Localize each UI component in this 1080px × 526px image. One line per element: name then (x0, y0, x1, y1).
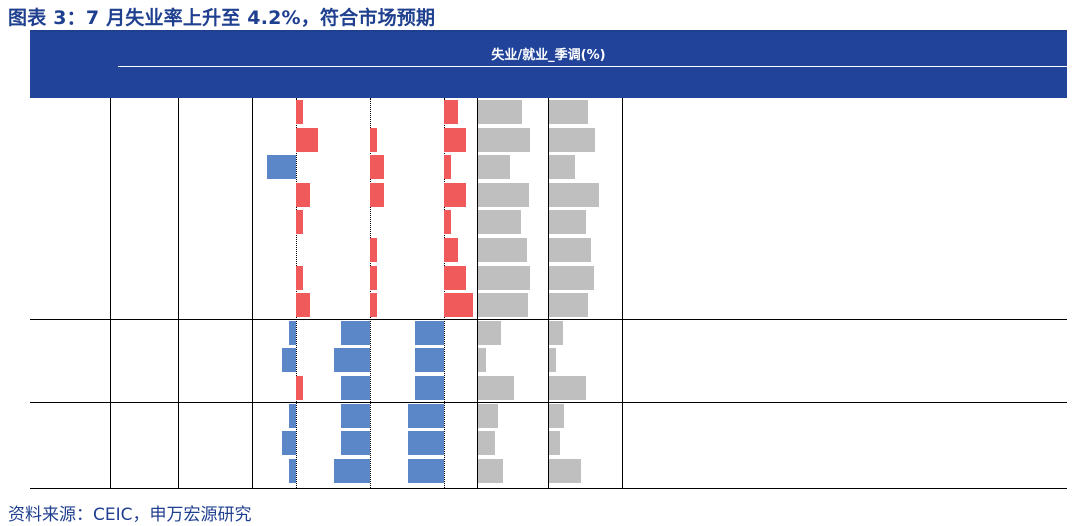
change-bar-m1 (288, 404, 296, 428)
percentile-bar-p10 (549, 431, 561, 455)
group-separator (30, 319, 1067, 320)
percentile-bar-p5 (478, 459, 503, 483)
header-group-title: 失业/就业_季调(%) (491, 48, 606, 63)
percentile-bar-p5 (478, 404, 499, 428)
change-bar-m6 (408, 431, 444, 455)
change-bar-m6 (415, 348, 444, 372)
change-bar-m1 (288, 321, 296, 345)
change-bar-m3 (341, 404, 370, 428)
group-separator (30, 402, 1067, 403)
change-bar-m1 (296, 128, 318, 152)
change-bar-m3 (370, 183, 385, 207)
percentile-bar-p10 (549, 348, 556, 372)
change-bar-m3 (370, 266, 378, 290)
change-bar-m6 (444, 128, 466, 152)
percentile-bar-p5 (478, 183, 529, 207)
percentile-bar-p10 (549, 100, 589, 124)
change-bar-m3 (341, 321, 370, 345)
change-bar-m6 (415, 376, 444, 400)
header-group-rule (118, 66, 1067, 67)
percentile-bar-p5 (478, 100, 522, 124)
change-bar-m6 (408, 459, 444, 483)
change-bar-m1 (267, 155, 296, 179)
change-bar-m1 (288, 459, 296, 483)
p10-divider (548, 98, 549, 488)
change-bar-m1 (296, 210, 304, 234)
change-bar-m3 (334, 348, 370, 372)
source-note: 资料来源：CEIC，申万宏源研究 (8, 505, 252, 525)
percentile-bar-p5 (478, 210, 521, 234)
percentile-bar-p5 (478, 376, 514, 400)
change-bar-m6 (415, 321, 444, 345)
change-bar-m1 (296, 376, 304, 400)
percentile-bar-p5 (478, 266, 531, 290)
percentile-bar-p10 (549, 266, 594, 290)
change-bar-m3 (341, 431, 370, 455)
change-bar-m3 (370, 238, 378, 262)
change-bar-m6 (444, 238, 459, 262)
title-rule (30, 30, 1067, 32)
percentile-bar-p5 (478, 431, 495, 455)
figure-title: 图表 3：7 月失业率上升至 4.2%，符合市场预期 (8, 7, 436, 29)
change-bar-m1 (296, 100, 304, 124)
p5-divider (477, 98, 478, 488)
change-bar-m6 (444, 155, 452, 179)
change-bar-m1 (281, 348, 296, 372)
change-bar-m1 (296, 266, 304, 290)
percentile-bar-p10 (549, 128, 595, 152)
table-header (30, 32, 1067, 98)
percentile-bar-p10 (549, 155, 575, 179)
change-bar-m1 (296, 293, 311, 317)
change-bar-m1 (296, 183, 311, 207)
percentile-bar-p10 (549, 238, 591, 262)
percentile-bar-p10 (549, 321, 564, 345)
percentile-bar-p5 (478, 348, 487, 372)
change-bar-m3 (370, 128, 378, 152)
percentile-bar-p10 (549, 293, 588, 317)
unemployment-table: 失业/就业_季调(%) (30, 32, 1067, 489)
column-divider (622, 98, 623, 488)
change-bar-m6 (408, 404, 444, 428)
change-bar-m6 (444, 293, 473, 317)
change-bar-m6 (444, 266, 466, 290)
percentile-bar-p5 (478, 238, 527, 262)
change-bar-m3 (334, 459, 370, 483)
change-bar-m6 (444, 210, 452, 234)
percentile-bar-p10 (549, 210, 586, 234)
change-bar-m1 (281, 431, 296, 455)
percentile-bar-p5 (478, 293, 528, 317)
percentile-bar-p5 (478, 155, 510, 179)
table-bottom-rule (30, 488, 1067, 489)
column-divider (178, 98, 179, 488)
change-bar-m3 (370, 155, 385, 179)
percentile-bar-p5 (478, 128, 531, 152)
change-bar-m6 (444, 183, 466, 207)
change-bar-m3 (370, 293, 378, 317)
percentile-bar-p5 (478, 321, 501, 345)
change-bar-m3 (341, 376, 370, 400)
percentile-bar-p10 (549, 183, 600, 207)
change-bar-m6 (444, 100, 459, 124)
column-divider (110, 98, 111, 488)
percentile-bar-p10 (549, 376, 587, 400)
column-divider (252, 98, 253, 488)
percentile-bar-p10 (549, 459, 582, 483)
percentile-bar-p10 (549, 404, 565, 428)
